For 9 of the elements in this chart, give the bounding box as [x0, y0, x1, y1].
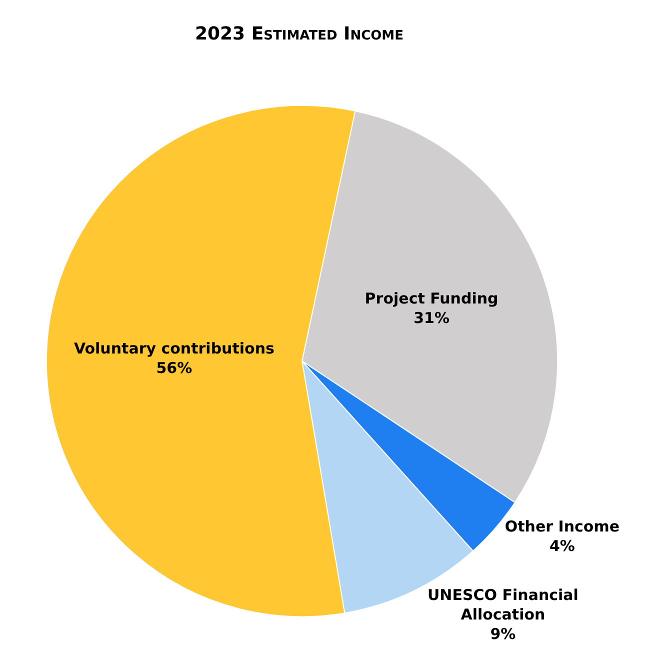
- slice-label: Other Income: [504, 517, 620, 536]
- slice-label: Project Funding: [364, 289, 498, 308]
- slice-label: UNESCO Financial Allocation: [427, 586, 578, 624]
- data-label: 4%: [549, 536, 575, 555]
- chart-title: 2023 Estimated Income: [194, 23, 404, 44]
- slice-label: Voluntary contributions: [74, 340, 275, 358]
- data-label: 31%: [414, 308, 450, 327]
- data-label: 56%: [156, 359, 192, 378]
- data-label: 9%: [490, 624, 516, 643]
